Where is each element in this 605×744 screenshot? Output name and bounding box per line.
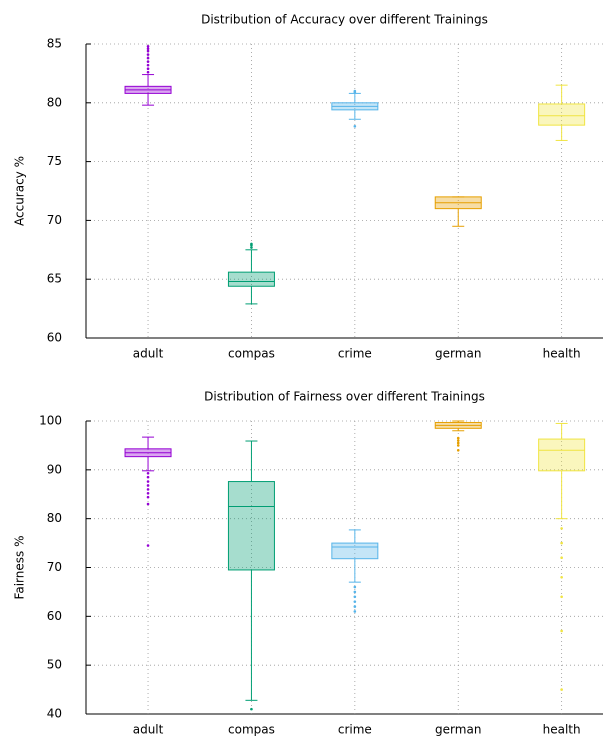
outlier (456, 436, 460, 440)
outlier (560, 575, 563, 579)
y-tick-label: 70 (47, 213, 62, 227)
y-tick-label: 100 (39, 414, 62, 428)
outlier (146, 495, 150, 499)
outlier (560, 556, 563, 560)
y-axis-label: Accuracy % (13, 156, 27, 226)
outlier (353, 595, 357, 599)
outlier (146, 47, 150, 51)
outlier (353, 585, 357, 589)
outlier (560, 688, 563, 691)
x-tick-label: adult (133, 723, 164, 737)
outlier (250, 242, 253, 246)
y-tick-label: 80 (47, 95, 62, 109)
outlier (353, 605, 357, 608)
outlier (353, 590, 357, 594)
outlier (146, 491, 150, 495)
outlier (146, 63, 150, 67)
y-tick-label: 85 (47, 37, 62, 51)
box (227, 271, 275, 287)
box (538, 103, 586, 126)
x-tick-label: compas (228, 347, 275, 361)
x-tick-label: crime (338, 723, 372, 737)
y-tick-label: 65 (47, 272, 62, 286)
outlier (146, 49, 150, 53)
outlier (146, 60, 150, 63)
outlier (146, 502, 150, 506)
x-tick-label: german (435, 723, 481, 737)
outlier (353, 125, 357, 128)
outlier (146, 67, 150, 70)
outlier (560, 629, 563, 633)
outlier (456, 449, 460, 452)
outlier (250, 246, 253, 249)
outlier (146, 56, 150, 60)
outlier (560, 541, 563, 545)
outlier (456, 441, 460, 445)
outlier (146, 484, 150, 487)
y-axis-label: Fairness % (13, 536, 27, 600)
x-tick-label: health (543, 723, 581, 737)
x-tick-label: adult (133, 347, 164, 361)
box (538, 438, 586, 472)
outlier (146, 471, 150, 475)
y-tick-label: 60 (47, 609, 62, 623)
outlier (146, 544, 150, 547)
y-tick-label: 80 (47, 511, 62, 525)
outlier (146, 488, 150, 491)
outlier (146, 53, 150, 56)
x-tick-label: health (543, 347, 581, 361)
outlier (353, 600, 357, 603)
x-tick-label: german (435, 347, 481, 361)
chart-title: Distribution of Fairness over different … (204, 390, 485, 404)
outlier (560, 527, 563, 530)
box (227, 481, 275, 571)
x-tick-label: crime (338, 347, 372, 361)
x-tick-label: compas (228, 723, 275, 737)
outlier (146, 45, 150, 48)
y-tick-label: 75 (47, 154, 62, 168)
outlier (146, 70, 150, 74)
outlier (353, 610, 357, 613)
outlier (146, 480, 150, 483)
outlier (560, 595, 563, 599)
y-tick-label: 60 (47, 331, 62, 345)
y-tick-label: 50 (47, 658, 62, 672)
outlier (250, 707, 253, 711)
outlier (146, 475, 150, 479)
box (331, 542, 379, 560)
y-tick-label: 70 (47, 560, 62, 574)
chart-title: Distribution of Accuracy over different … (201, 13, 488, 27)
outlier (456, 444, 460, 447)
y-tick-label: 90 (47, 462, 62, 476)
outlier (353, 89, 357, 93)
y-tick-label: 40 (47, 707, 62, 721)
outlier (456, 439, 460, 442)
